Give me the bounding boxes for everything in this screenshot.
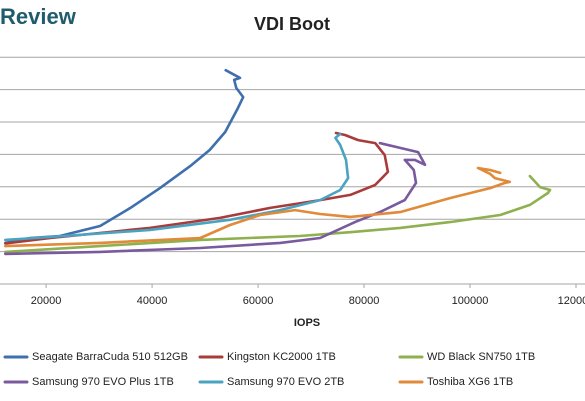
x-axis-label: IOPS xyxy=(294,317,320,329)
legend-label: Samsung 970 EVO Plus 1TB xyxy=(32,376,174,388)
series-line xyxy=(4,68,245,245)
legend-label: WD Black SN750 1TB xyxy=(427,351,535,363)
x-tick-label: 40000 xyxy=(137,295,168,307)
x-tick-label: 100000 xyxy=(452,295,489,307)
series-line xyxy=(4,141,427,256)
series-line xyxy=(4,166,512,248)
legend-label: Samsung 970 EVO 2TB xyxy=(227,376,344,388)
x-tick-label: 80000 xyxy=(349,295,380,307)
x-tick-label: 60000 xyxy=(243,295,274,307)
series-line xyxy=(4,174,552,254)
series-line xyxy=(4,131,390,245)
legend-label: Kingston KC2000 1TB xyxy=(227,351,336,363)
legend-label: Toshiba XG6 1TB xyxy=(427,376,513,388)
legend-label: Seagate BarraCuda 510 512GB xyxy=(32,351,188,363)
x-tick-label: 120000 xyxy=(558,295,585,307)
chart-title: VDI Boot xyxy=(254,14,330,34)
series-line xyxy=(4,132,350,242)
brand-watermark: Review xyxy=(0,4,77,29)
x-tick-label: 20000 xyxy=(31,295,62,307)
